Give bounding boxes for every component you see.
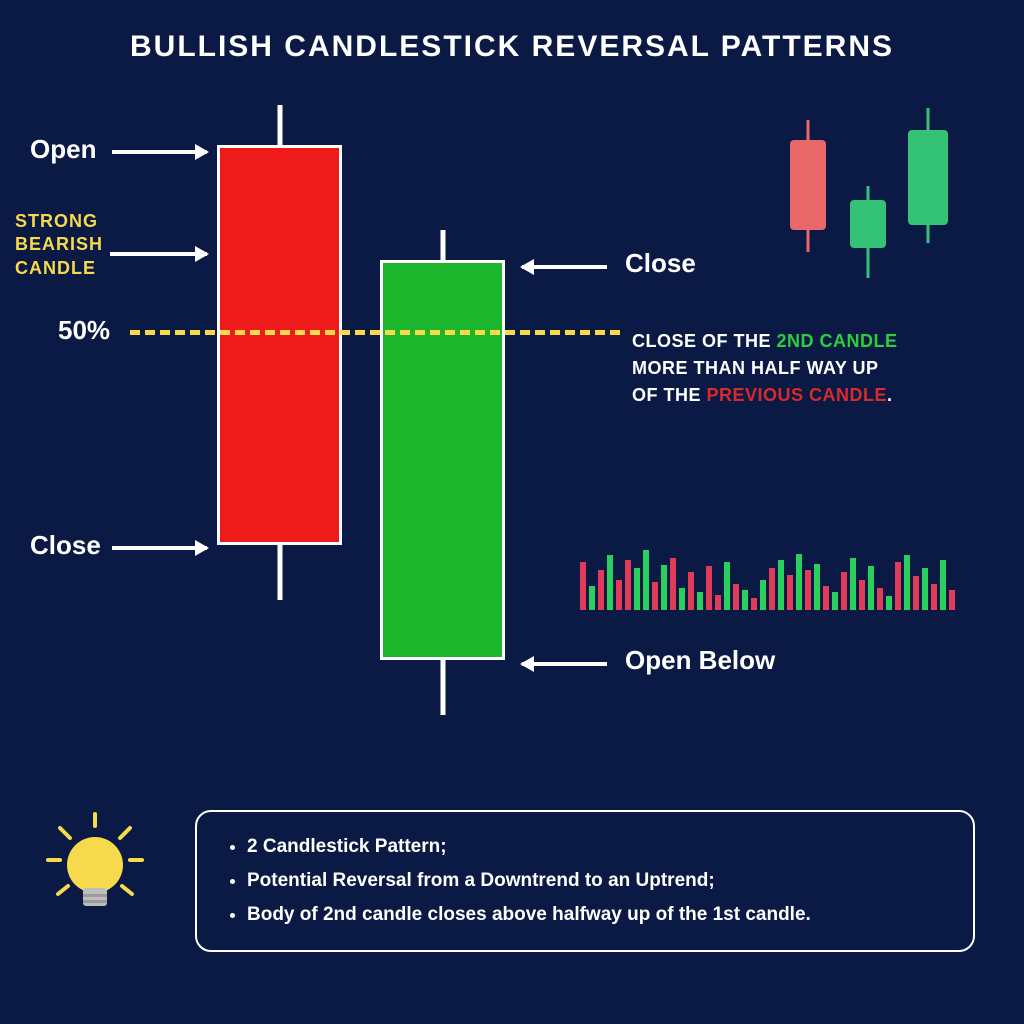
label-open: Open xyxy=(30,134,96,165)
candle2-body xyxy=(380,260,505,660)
arrow-open-below xyxy=(522,662,607,666)
arrow-close-right xyxy=(522,265,607,269)
label-fifty-percent: 50% xyxy=(58,315,110,346)
desc-part3a: OF THE xyxy=(632,385,707,405)
bearish-candle xyxy=(217,105,342,600)
candle1-body xyxy=(217,145,342,545)
candle2-upper-wick xyxy=(440,230,445,260)
tips-box: 2 Candlestick Pattern; Potential Reversa… xyxy=(195,810,975,952)
desc-prev-candle: PREVIOUS CANDLE xyxy=(707,385,888,405)
label-strong-bearish: STRONGBEARISHCANDLE xyxy=(15,210,103,280)
bullish-candle xyxy=(380,230,505,715)
description-text: CLOSE OF THE 2ND CANDLE MORE THAN HALF W… xyxy=(632,328,898,409)
label-close-right: Close xyxy=(625,248,696,279)
desc-part2: MORE THAN HALF WAY UP xyxy=(632,358,879,378)
candle1-upper-wick xyxy=(277,105,282,145)
arrow-close-left xyxy=(112,546,207,550)
label-close-left: Close xyxy=(30,530,101,561)
desc-2nd-candle: 2ND CANDLE xyxy=(777,331,898,351)
tip-item-3: Body of 2nd candle closes above halfway … xyxy=(247,904,943,926)
candle1-lower-wick xyxy=(277,545,282,600)
candle2-lower-wick xyxy=(440,660,445,715)
page-title: BULLISH CANDLESTICK REVERSAL PATTERNS xyxy=(0,30,1024,64)
tip-item-1: 2 Candlestick Pattern; xyxy=(247,836,943,858)
label-open-below: Open Below xyxy=(625,645,775,676)
lightbulb-icon xyxy=(40,810,150,935)
arrow-open xyxy=(112,150,207,154)
desc-part1: CLOSE OF THE xyxy=(632,331,777,351)
desc-part3c: . xyxy=(887,385,893,405)
arrow-strong-bearish xyxy=(110,252,207,256)
volume-bar-chart xyxy=(580,545,955,610)
tip-item-2: Potential Reversal from a Downtrend to a… xyxy=(247,870,943,892)
fifty-percent-line xyxy=(130,330,620,335)
